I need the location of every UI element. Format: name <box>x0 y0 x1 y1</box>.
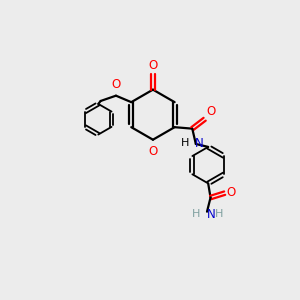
Text: O: O <box>148 59 158 72</box>
Text: O: O <box>227 186 236 199</box>
Text: N: N <box>206 208 215 220</box>
Text: O: O <box>207 105 216 118</box>
Text: H: H <box>215 209 223 219</box>
Text: O: O <box>111 78 120 91</box>
Text: N: N <box>195 136 203 150</box>
Text: O: O <box>148 145 158 158</box>
Text: H: H <box>192 209 200 219</box>
Text: H: H <box>181 138 189 148</box>
